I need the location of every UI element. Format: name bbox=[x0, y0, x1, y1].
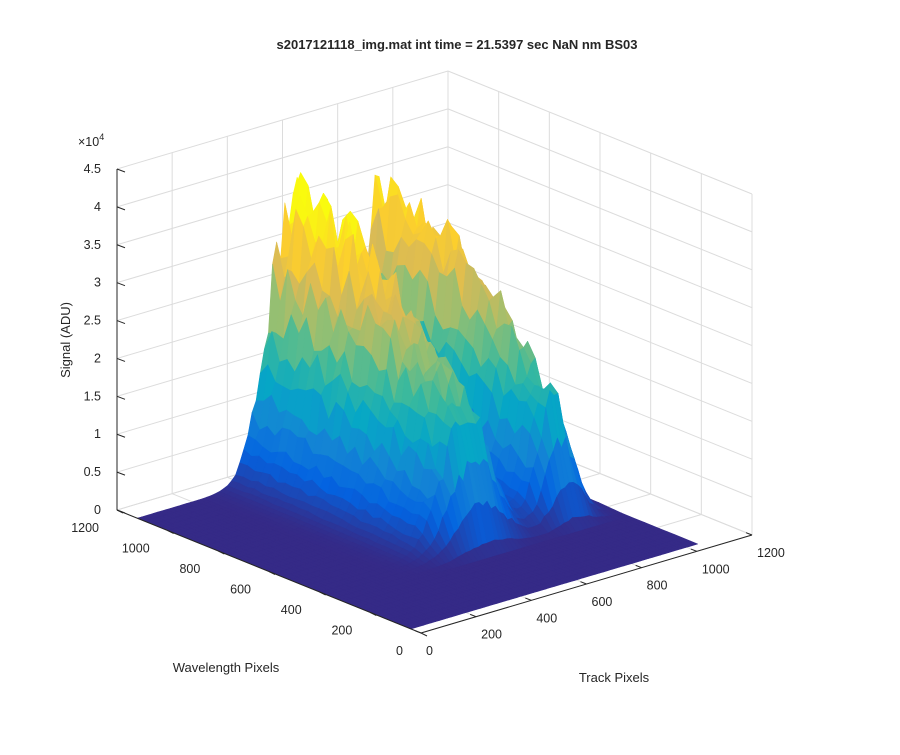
x-tick-label: 200 bbox=[481, 628, 502, 642]
z-exponent-base: ×10 bbox=[78, 135, 99, 149]
y-tick-label: 1000 bbox=[122, 542, 150, 556]
z-tick-mark bbox=[116, 395, 126, 400]
y-tick-mark bbox=[370, 612, 377, 616]
z-tick-mark bbox=[116, 509, 126, 514]
y-axis-label: Wavelength Pixels bbox=[173, 660, 280, 675]
z-tick-mark bbox=[116, 433, 126, 438]
z-exponent-label: ×104 bbox=[78, 132, 104, 149]
grid-line bbox=[447, 184, 753, 309]
grid-line bbox=[447, 70, 753, 195]
z-tick-mark bbox=[116, 244, 126, 249]
grid-line bbox=[447, 259, 753, 384]
z-tick-mark bbox=[116, 282, 126, 287]
x-tick-mark bbox=[690, 548, 698, 552]
x-tick-label: 800 bbox=[647, 579, 668, 593]
y-tick-label: 200 bbox=[331, 624, 352, 638]
z-tick-mark bbox=[116, 320, 126, 325]
x-tick-mark bbox=[414, 630, 422, 634]
y-tick-mark bbox=[268, 571, 276, 575]
x-tick-mark bbox=[635, 564, 642, 569]
x-tick-label: 600 bbox=[592, 595, 613, 609]
grid-line bbox=[447, 146, 753, 271]
y-tick-label: 1200 bbox=[71, 521, 99, 535]
x-tick-label: 0 bbox=[426, 644, 433, 658]
x-tick-mark bbox=[525, 597, 532, 601]
z-tick-label: 4.5 bbox=[84, 162, 101, 176]
z-tick-label: 3.5 bbox=[84, 238, 101, 252]
y-tick-label: 800 bbox=[179, 562, 200, 576]
grid-line bbox=[447, 108, 753, 233]
y-tick-label: 400 bbox=[281, 603, 302, 617]
z-tick-mark bbox=[116, 471, 126, 476]
x-axis-label: Track Pixels bbox=[579, 670, 650, 685]
y-tick-mark bbox=[420, 632, 428, 637]
z-axis-label: Signal (ADU) bbox=[58, 302, 73, 378]
z-tick-label: 0 bbox=[94, 503, 101, 517]
z-exponent-power: 4 bbox=[99, 132, 104, 142]
x-tick-mark bbox=[469, 613, 477, 618]
y-tick-mark bbox=[319, 591, 326, 596]
chart-title: s2017121118_img.mat int time = 21.5397 s… bbox=[277, 37, 638, 52]
z-tick-mark bbox=[116, 206, 126, 211]
x-tick-mark bbox=[580, 581, 587, 585]
y-tick-label: 600 bbox=[230, 583, 251, 597]
y-tick-mark bbox=[218, 550, 225, 555]
y-tick-mark bbox=[167, 530, 174, 534]
axis-layer bbox=[116, 168, 753, 637]
z-tick-label: 1.5 bbox=[84, 389, 101, 403]
z-tick-label: 0.5 bbox=[84, 465, 101, 479]
z-tick-mark bbox=[116, 168, 126, 173]
x-tick-mark bbox=[745, 532, 753, 536]
grid-line bbox=[447, 222, 753, 347]
z-tick-label: 1 bbox=[94, 427, 101, 441]
z-tick-label: 2 bbox=[94, 351, 101, 365]
grid-line bbox=[116, 70, 449, 170]
text-layer: s2017121118_img.mat int time = 21.5397 s… bbox=[58, 37, 785, 685]
z-tick-label: 3 bbox=[94, 276, 101, 290]
x-tick-label: 1000 bbox=[702, 562, 730, 576]
grid-line bbox=[116, 146, 449, 246]
z-tick-mark bbox=[116, 357, 126, 362]
grid-line bbox=[116, 108, 449, 208]
x-tick-label: 1200 bbox=[757, 546, 785, 560]
z-tick-label: 2.5 bbox=[84, 314, 101, 328]
surface-layer bbox=[137, 172, 699, 630]
y-tick-label: 0 bbox=[396, 644, 403, 658]
z-tick-label: 4 bbox=[94, 200, 101, 214]
x-tick-label: 400 bbox=[536, 611, 557, 625]
